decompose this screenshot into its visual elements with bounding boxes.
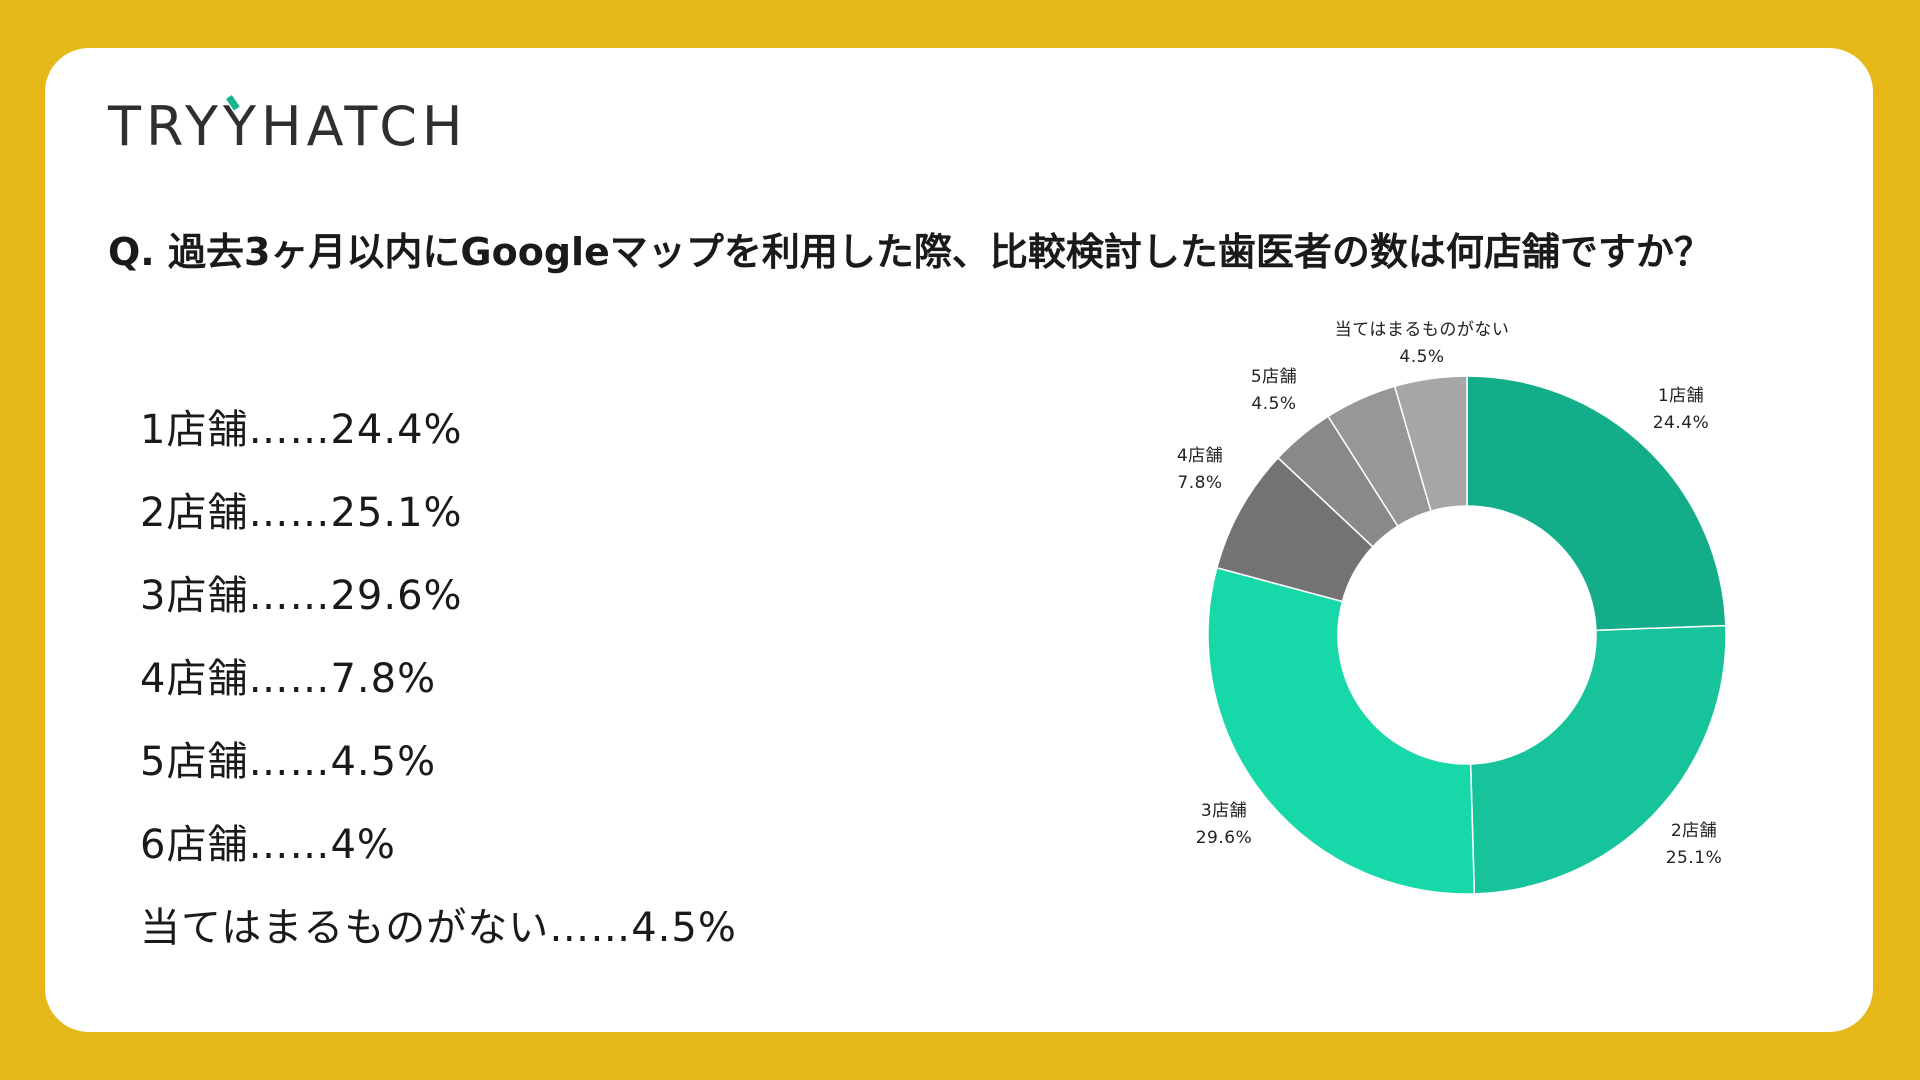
logo-y: Y [223, 86, 261, 158]
slice-value-label: 29.6% [1196, 828, 1253, 848]
answer-item: 2店舗……25.1% [140, 490, 463, 536]
answer-item: 6店舗……4% [140, 822, 396, 868]
answer-item: 5店舗……4.5% [140, 739, 437, 785]
slice-name-label: 当てはまるものがない [1335, 320, 1510, 340]
answer-list: 1店舗……24.4% 2店舗……25.1% 3店舗……29.6% 4店舗……7.… [140, 392, 737, 973]
slice-value-label: 25.1% [1666, 848, 1723, 868]
tryhatch-logo: TRY Y HATCH [108, 86, 468, 158]
slice-name-label: 3店舗 [1201, 801, 1247, 821]
slice-name-label: 1店舗 [1658, 386, 1704, 406]
slice-name-label: 4店舗 [1177, 446, 1223, 466]
answer-item: 当てはまるものがない……4.5% [140, 905, 737, 951]
donut-slice [1469, 624, 1727, 895]
slice-value-label: 4.5% [1399, 347, 1444, 367]
slice-value-label: 24.4% [1653, 413, 1710, 433]
question-text: Q. 過去3ヶ月以内にGoogleマップを利用した際、比較検討した歯医者の数は何… [108, 230, 1712, 274]
donut-slice [1393, 375, 1468, 513]
answer-item: 4店舗……7.8% [140, 656, 437, 702]
slice-name-label: 5店舗 [1251, 367, 1297, 387]
donut-slice [1207, 566, 1476, 895]
answer-item: 3店舗……29.6% [140, 573, 463, 619]
slice-value-label: 4.5% [1251, 394, 1296, 414]
donut-slice [1466, 375, 1727, 632]
slice-value-label: 7.8% [1177, 473, 1222, 493]
slice-name-label: 2店舗 [1671, 821, 1717, 841]
answer-item: 1店舗……24.4% [140, 407, 463, 453]
logo-text-right: HATCH [261, 94, 468, 158]
logo-text-left: TRY [108, 94, 224, 158]
